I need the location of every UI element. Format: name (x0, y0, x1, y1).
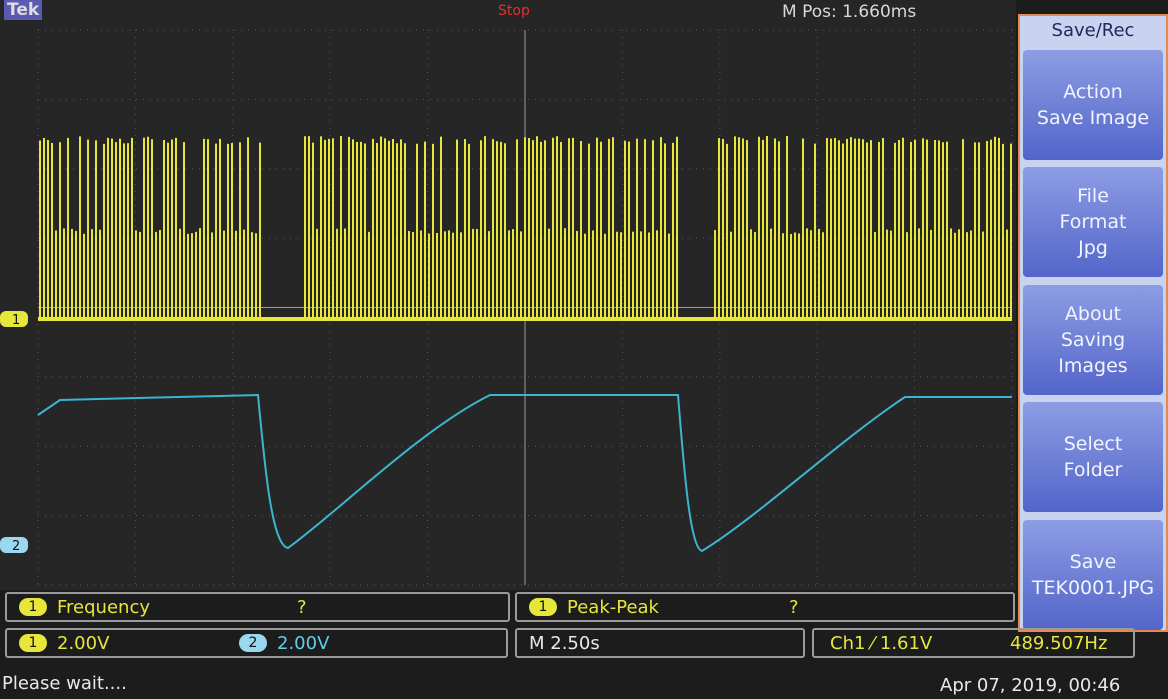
menu-button[interactable]: Action Save Image (1023, 50, 1163, 160)
waveform-display: 1 2 (0, 29, 1013, 586)
ch2-trace (37, 393, 1012, 553)
button-label: Action (1063, 81, 1123, 103)
ch2-marker-label: 2 (12, 539, 20, 554)
menu-button[interactable]: About Saving Images (1023, 285, 1163, 395)
brand: Tek (4, 0, 43, 20)
button-label: Folder (1063, 459, 1123, 481)
ch1-marker (0, 311, 28, 327)
measurement-name: Frequency (57, 596, 150, 618)
button-label: Jpg (1078, 237, 1108, 259)
measurement-1[interactable]: 1 Frequency ? (5, 592, 510, 622)
button-label: Save (1069, 551, 1117, 573)
measurement-name: Peak-Peak (567, 596, 659, 618)
date-time: Apr 07, 2019, 00:46 (940, 675, 1121, 696)
trigger-info: Ch1 ⁄ 1.61V 489.507Hz (812, 628, 1135, 658)
acquisition-status: Stop (498, 3, 530, 19)
channel-badge: 1 (19, 598, 47, 616)
button-label: TEK0001.JPG (1031, 577, 1155, 599)
button-label: Format (1059, 211, 1127, 233)
menu-title: Save/Rec (1051, 20, 1135, 41)
ch2-scale: 2.00V (277, 632, 330, 654)
channel-badge: 1 (529, 598, 557, 616)
menu-button[interactable]: File Format Jpg (1023, 167, 1163, 277)
measurement-2[interactable]: 1 Peak-Peak ? (515, 592, 1015, 622)
trigger: Ch1 ⁄ 1.61V (830, 632, 933, 654)
button-label: Save Image (1036, 107, 1150, 129)
button-label: Saving (1060, 329, 1126, 351)
menu-button[interactable]: Select Folder (1023, 402, 1163, 512)
ch2-marker (0, 537, 28, 553)
ch1-trace (38, 136, 1012, 321)
measurement-value: ? (297, 596, 307, 618)
ch1-scale: 2.00V (57, 632, 110, 654)
button-label: About (1064, 303, 1122, 325)
ch1-marker-label: 1 (12, 313, 20, 328)
menu-button[interactable]: Save TEK0001.JPG (1023, 520, 1163, 630)
channel-badge: 2 (239, 634, 267, 652)
measurement-value: ? (789, 596, 799, 618)
button-label: File (1077, 185, 1109, 207)
horizontal-position: M Pos: 1.660ms (782, 2, 917, 22)
button-label: Images (1058, 355, 1128, 377)
button-label: Select (1063, 433, 1123, 455)
channel-badge: 1 (19, 634, 47, 652)
vertical-scales: 1 2.00V 2 2.00V (5, 628, 508, 658)
timebase: M 2.50s (515, 628, 805, 658)
status-message: Please wait.... (2, 673, 127, 694)
side-menu: Save/Rec Action Save Image File Format Jpg Ab… (1018, 14, 1168, 632)
frequency: 489.507Hz (1010, 632, 1108, 654)
